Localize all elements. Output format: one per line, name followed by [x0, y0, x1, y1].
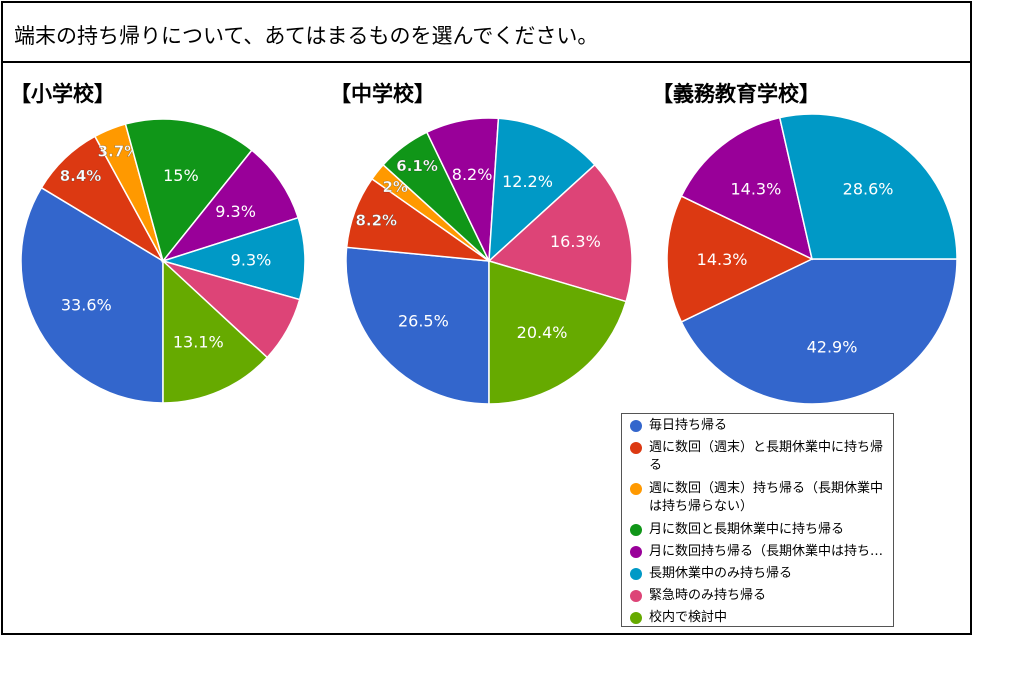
pie-slice-junior-high-7 — [488, 259, 628, 405]
pie-slice-elementary-0 — [20, 186, 164, 404]
pie-label-elementary-3: 15% — [163, 166, 199, 185]
legend-swatch — [630, 420, 642, 432]
chart-title-elementary: 【小学校】 — [10, 82, 115, 106]
pie-label-junior-high-6: 16.3% — [550, 232, 601, 251]
pie-label-compulsory-school-0: 42.9% — [807, 338, 858, 357]
legend-swatch — [630, 612, 642, 624]
legend-swatch — [630, 590, 642, 602]
legend-label: 校内で検討中 — [649, 610, 728, 625]
pie-slice-elementary-7 — [162, 259, 269, 404]
pie-label-compulsory-school-1: 14.3% — [697, 250, 748, 269]
pie-label-junior-high-5: 12.2% — [502, 172, 553, 191]
pie-label-compulsory-school-4: 14.3% — [730, 180, 781, 199]
question-header: 端末の持ち帰りについて、あてはまるものを選んでください。 — [3, 3, 970, 63]
pie-label-elementary-1: 8.4% — [60, 167, 102, 185]
pie-slice-elementary-5 — [160, 216, 306, 301]
legend-label: 毎日持ち帰る — [649, 418, 728, 433]
pie-label-elementary-4: 9.3% — [215, 202, 256, 221]
legend-swatch — [630, 568, 642, 580]
chart-title-junior-high: 【中学校】 — [330, 82, 435, 106]
pie-label-elementary-0: 33.6% — [61, 295, 112, 314]
legend-swatch — [630, 524, 642, 536]
pie-label-elementary-2: 3.7% — [98, 142, 140, 160]
chart-legend: 毎日持ち帰る 週に数回（週末）と長期休業中に持ち帰る 週に数回（週末）持ち帰る（… — [621, 413, 894, 627]
pie-slice-elementary-3 — [124, 118, 253, 263]
legend-label: 週に数回（週末）と長期休業中に持ち帰る — [649, 440, 884, 473]
survey-frame: 端末の持ち帰りについて、あてはまるものを選んでください。 — [1, 1, 972, 635]
legend-label: 長期休業中のみ持ち帰る — [649, 566, 793, 581]
pie-slice-elementary-4 — [160, 149, 300, 263]
pie-slice-compulsory-school-0 — [680, 258, 958, 405]
chart-title-compulsory-school: 【義務教育学校】 — [652, 82, 820, 106]
legend-label: 月に数回持ち帰る（長期休業中は持ち… — [649, 544, 884, 559]
legend-swatch — [630, 442, 642, 454]
legend-label: 週に数回（週末）持ち帰る（長期休業中は持ち帰らない） — [649, 481, 884, 514]
pie-label-junior-high-3: 6.1% — [396, 157, 438, 175]
pie-slice-compulsory-school-4 — [680, 116, 814, 261]
legend-label: 緊急時のみ持ち帰る — [649, 588, 767, 603]
pie-label-elementary-7: 13.1% — [173, 333, 224, 352]
pie-slice-junior-high-6 — [487, 163, 633, 303]
legend-label: 月に数回と長期休業中に持ち帰る — [649, 522, 845, 537]
legend-swatch — [630, 546, 642, 558]
pie-slice-junior-high-0 — [345, 246, 490, 405]
question-text: 端末の持ち帰りについて、あてはまるものを選んでください。 — [14, 24, 599, 48]
pie-label-junior-high-4: 8.2% — [452, 165, 493, 184]
pie-label-junior-high-0: 26.5% — [398, 312, 449, 331]
pie-label-junior-high-7: 20.4% — [517, 323, 568, 342]
pie-slice-compulsory-school-1 — [666, 195, 814, 323]
pie-slice-junior-high-5 — [488, 117, 596, 263]
pie-label-elementary-5: 9.3% — [231, 251, 272, 270]
legend-swatch — [630, 483, 642, 495]
pie-label-compulsory-school-5: 28.6% — [843, 180, 894, 199]
pie-label-junior-high-1: 8.2% — [355, 211, 397, 229]
pie-slice-compulsory-school-5 — [778, 113, 958, 260]
